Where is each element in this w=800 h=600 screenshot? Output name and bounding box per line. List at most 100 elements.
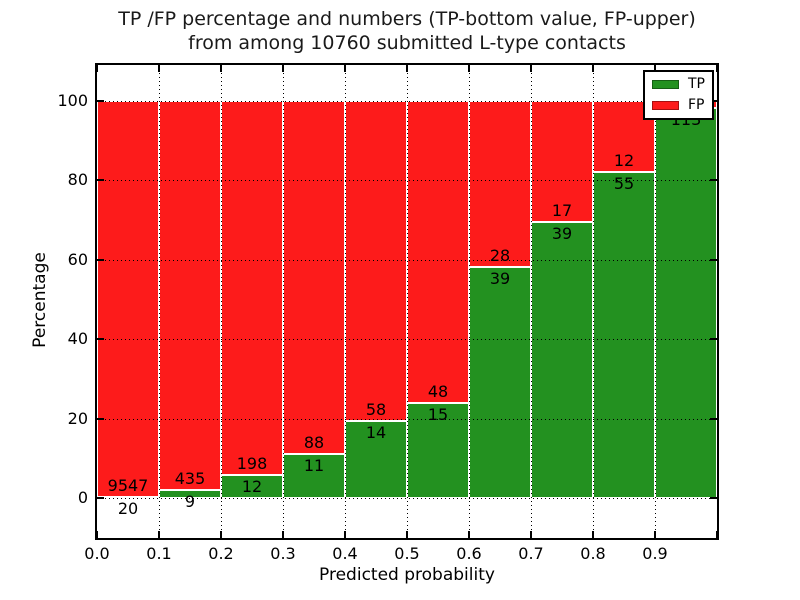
x-tick-mark <box>282 531 284 538</box>
x-gridline <box>530 65 532 538</box>
x-tick-mark <box>468 531 470 538</box>
fp-count-label: 88 <box>303 432 325 452</box>
x-tick-label: 0.7 <box>518 544 544 563</box>
x-gridline <box>220 65 222 538</box>
bar-segment-fp <box>345 101 407 421</box>
bar-segment-tp <box>469 266 531 498</box>
legend-swatch-fp <box>652 101 679 110</box>
fp-count-label: 17 <box>551 200 573 220</box>
tp-count-label: 39 <box>489 268 511 288</box>
y-tick-mark <box>97 338 104 341</box>
bar-segment-tp <box>593 172 655 498</box>
x-tick-mark <box>220 531 222 538</box>
y-tick-label: 0 <box>77 487 88 507</box>
x-gridline <box>592 65 594 538</box>
fp-count-label: 48 <box>427 382 449 402</box>
y-tick-mark <box>710 179 717 182</box>
fp-count-label: 435 <box>174 468 206 488</box>
x-tick-mark <box>716 65 718 72</box>
x-gridline <box>406 65 408 538</box>
fp-count-label: 12 <box>613 151 635 171</box>
x-tick-label: 0.3 <box>270 544 296 563</box>
x-tick-mark <box>530 65 532 72</box>
bar-segment-fp <box>159 101 221 490</box>
y-tick-mark <box>97 258 104 261</box>
legend-swatch-tp <box>652 80 679 89</box>
chart-title-line1: TP /FP percentage and numbers (TP-bottom… <box>118 8 696 30</box>
bar-segment-fp <box>283 101 345 454</box>
y-tick-mark <box>710 338 717 341</box>
x-tick-mark <box>344 65 346 72</box>
tp-count-label: 15 <box>427 405 449 425</box>
tp-count-label: 9 <box>184 491 196 511</box>
plot-area: 9547204359198128811581448152839173912552… <box>95 63 719 540</box>
x-gridline <box>158 65 160 538</box>
x-tick-mark <box>468 65 470 72</box>
x-gridline <box>282 65 284 538</box>
x-tick-label: 0.9 <box>642 544 668 563</box>
x-tick-label: 0.5 <box>394 544 420 563</box>
x-tick-label: 0.2 <box>208 544 234 563</box>
x-tick-mark <box>716 531 718 538</box>
x-tick-mark <box>406 65 408 72</box>
x-tick-mark <box>282 65 284 72</box>
y-tick-mark <box>97 496 104 499</box>
fp-count-label: 58 <box>365 399 387 419</box>
x-tick-mark <box>592 65 594 72</box>
fp-count-label: 28 <box>489 245 511 265</box>
x-tick-mark <box>530 531 532 538</box>
legend: TP FP <box>643 70 714 120</box>
x-tick-label: 0.6 <box>456 544 482 563</box>
tp-count-label: 20 <box>117 499 139 519</box>
tp-count-label: 14 <box>365 422 387 442</box>
x-gridline <box>654 65 656 538</box>
bar-segment-fp <box>407 101 469 404</box>
y-tick-label: 20 <box>67 408 88 428</box>
bar-segment-tp <box>283 453 345 498</box>
bar-segment-fp <box>469 101 531 267</box>
fp-count-label: 9547 <box>107 476 149 496</box>
x-tick-mark <box>220 65 222 72</box>
bar-segment-tp <box>655 108 717 498</box>
legend-entry-fp: FP <box>652 98 705 113</box>
y-tick-mark <box>97 417 104 420</box>
y-tick-label: 40 <box>67 329 88 349</box>
x-tick-label: 0.8 <box>580 544 606 563</box>
chart-title-line2: from among 10760 submitted L-type contac… <box>188 32 626 54</box>
x-tick-mark <box>406 531 408 538</box>
y-tick-label: 60 <box>67 249 88 269</box>
x-tick-label: 0.0 <box>84 544 110 563</box>
y-tick-label: 80 <box>67 170 88 190</box>
tp-count-label: 39 <box>551 223 573 243</box>
x-tick-mark <box>96 65 98 72</box>
x-tick-mark <box>344 531 346 538</box>
x-gridline <box>468 65 470 538</box>
x-tick-mark <box>96 531 98 538</box>
x-tick-mark <box>654 531 656 538</box>
x-tick-mark <box>158 531 160 538</box>
x-axis-label: Predicted probability <box>319 565 495 585</box>
legend-label-tp: TP <box>688 76 705 92</box>
x-tick-label: 0.1 <box>146 544 172 563</box>
bar-segment-tp <box>345 420 407 498</box>
tp-count-label: 11 <box>303 455 325 475</box>
y-tick-mark <box>97 100 104 103</box>
bar-segment-tp <box>531 221 593 498</box>
x-tick-mark <box>158 65 160 72</box>
x-gridline <box>344 65 346 538</box>
x-tick-mark <box>592 531 594 538</box>
x-tick-mark <box>654 65 656 72</box>
chart-title: TP /FP percentage and numbers (TP-bottom… <box>107 7 707 55</box>
bar-segment-fp <box>97 101 159 498</box>
tp-count-label: 12 <box>241 477 263 497</box>
tp-count-label: 55 <box>613 174 635 194</box>
y-tick-mark <box>710 258 717 261</box>
bar-segment-fp <box>221 101 283 476</box>
legend-entry-tp: TP <box>652 77 705 92</box>
y-tick-mark <box>97 179 104 182</box>
y-tick-mark <box>710 417 717 420</box>
x-tick-label: 0.4 <box>332 544 358 563</box>
fp-count-label: 198 <box>236 454 268 474</box>
y-tick-label: 100 <box>57 91 88 111</box>
